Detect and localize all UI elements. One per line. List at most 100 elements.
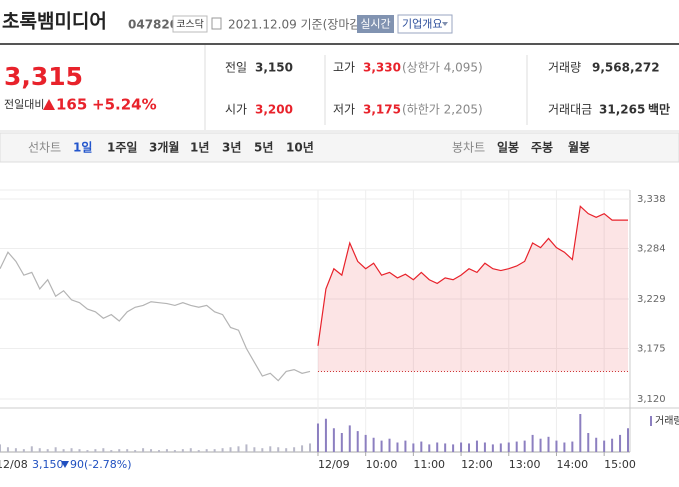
volume-bar bbox=[388, 438, 391, 452]
realtime-button[interactable] bbox=[357, 15, 394, 33]
volume-bar bbox=[611, 438, 614, 452]
volume-bar bbox=[468, 443, 471, 452]
legend-label: 거래량 bbox=[655, 415, 679, 427]
period-tab[interactable]: 1주일 bbox=[107, 141, 137, 155]
volume-bar bbox=[555, 440, 558, 452]
up-icon bbox=[43, 99, 55, 110]
volume-bar bbox=[348, 425, 351, 452]
x-tick-label: 12/09 bbox=[318, 458, 350, 471]
volume-bar bbox=[213, 449, 216, 452]
volume-bar bbox=[118, 449, 121, 452]
volume-bar bbox=[70, 448, 73, 452]
volume-bar bbox=[491, 444, 494, 452]
volume-bar bbox=[603, 440, 606, 452]
volume-bar bbox=[301, 445, 304, 452]
stat-value: 31,265 bbox=[599, 103, 645, 117]
y-tick-label: 3,175 bbox=[637, 344, 666, 355]
volume-bar bbox=[309, 443, 312, 452]
volume-bar bbox=[436, 442, 439, 452]
period-tab[interactable]: 3년 bbox=[222, 141, 241, 155]
area-fill bbox=[317, 206, 628, 372]
volume-bar bbox=[507, 442, 510, 452]
volume-bar bbox=[54, 447, 57, 452]
period-tab[interactable]: 10년 bbox=[286, 141, 314, 155]
period-tab[interactable]: 1일 bbox=[73, 141, 92, 155]
date: 2021.12.09 기준(장마감) bbox=[228, 18, 365, 32]
volume-bar bbox=[269, 446, 272, 452]
volume-bar bbox=[22, 449, 25, 452]
dropdown-icon bbox=[442, 22, 448, 26]
stat-sub: (하한가 2,205) bbox=[402, 103, 483, 117]
footer-price: 3,150 bbox=[32, 458, 64, 471]
price: 3,315 bbox=[4, 62, 83, 91]
footer-change: 90 bbox=[70, 458, 84, 471]
volume-bar bbox=[547, 436, 550, 452]
volume-bar bbox=[165, 449, 168, 452]
period-tab[interactable]: 3개월 bbox=[149, 140, 179, 155]
volume-bar bbox=[173, 450, 176, 452]
x-tick-label: 15:00 bbox=[604, 458, 636, 471]
volume-bar bbox=[134, 450, 137, 452]
market: 코스닥 bbox=[176, 19, 204, 31]
volume-bar bbox=[277, 447, 280, 452]
volume-bar bbox=[86, 450, 89, 452]
volume-bar bbox=[452, 444, 455, 452]
volume-bar bbox=[539, 438, 542, 452]
market-badge bbox=[172, 15, 208, 33]
volume-bar bbox=[157, 450, 160, 452]
volume-bar bbox=[6, 447, 9, 452]
volume-bar bbox=[340, 433, 343, 452]
stat-value: 3,200 bbox=[255, 103, 293, 117]
volume-bar bbox=[110, 450, 113, 452]
volume-bar bbox=[245, 444, 248, 452]
stat-label: 거래량 bbox=[548, 61, 581, 75]
volume-bar bbox=[237, 446, 240, 452]
change: 165 bbox=[56, 96, 87, 114]
volume-bar bbox=[30, 446, 33, 452]
doc-icon bbox=[211, 17, 222, 30]
volume-bar bbox=[412, 443, 415, 452]
overview[interactable]: 기업개요 bbox=[402, 18, 442, 31]
volume-bar bbox=[364, 434, 367, 452]
x-tick-label: 14:00 bbox=[556, 458, 588, 471]
volume-bar bbox=[189, 448, 192, 452]
volume-bar bbox=[62, 449, 65, 452]
candle-tab[interactable]: 주봉 bbox=[531, 141, 553, 155]
candle-tab[interactable]: 일봉 bbox=[497, 141, 519, 155]
x-tick-label: 13:00 bbox=[509, 458, 541, 471]
change-label: 전일대비 bbox=[4, 97, 44, 111]
footer-date: 12/08 bbox=[0, 458, 28, 471]
footer-rate: (-2.78%) bbox=[84, 458, 132, 471]
stat-label: 고가 bbox=[333, 61, 355, 75]
realtime[interactable]: 실시간 bbox=[360, 18, 390, 31]
volume-bar bbox=[142, 448, 145, 452]
stock-code: 047820 bbox=[128, 18, 178, 32]
volume-bar bbox=[404, 440, 407, 452]
stat-value: 3,150 bbox=[255, 61, 293, 75]
volume-bar bbox=[221, 448, 224, 452]
volume-bar bbox=[229, 447, 232, 452]
stat-label: 전일 bbox=[225, 61, 247, 75]
period-tab[interactable]: 1년 bbox=[190, 141, 209, 155]
stat-value: 3,330 bbox=[363, 61, 401, 75]
volume-bar bbox=[0, 444, 1, 452]
volume-bar bbox=[332, 428, 335, 452]
price-line bbox=[0, 251, 311, 382]
volume-bar bbox=[444, 443, 447, 452]
overview-button[interactable] bbox=[397, 14, 453, 34]
volume-bar bbox=[523, 440, 526, 452]
volume-bar bbox=[94, 449, 97, 452]
volume-bar bbox=[372, 437, 375, 452]
volume-bar bbox=[460, 442, 463, 452]
volume-bar bbox=[531, 434, 534, 452]
volume-bar bbox=[293, 447, 296, 452]
volume-bar bbox=[428, 444, 431, 452]
volume-bar bbox=[78, 449, 81, 452]
volume-bar bbox=[515, 441, 518, 452]
volume-bar bbox=[261, 448, 264, 452]
volume-bar bbox=[181, 449, 184, 452]
candle-tab[interactable]: 월봉 bbox=[568, 140, 590, 155]
period-tab[interactable]: 5년 bbox=[254, 141, 273, 155]
